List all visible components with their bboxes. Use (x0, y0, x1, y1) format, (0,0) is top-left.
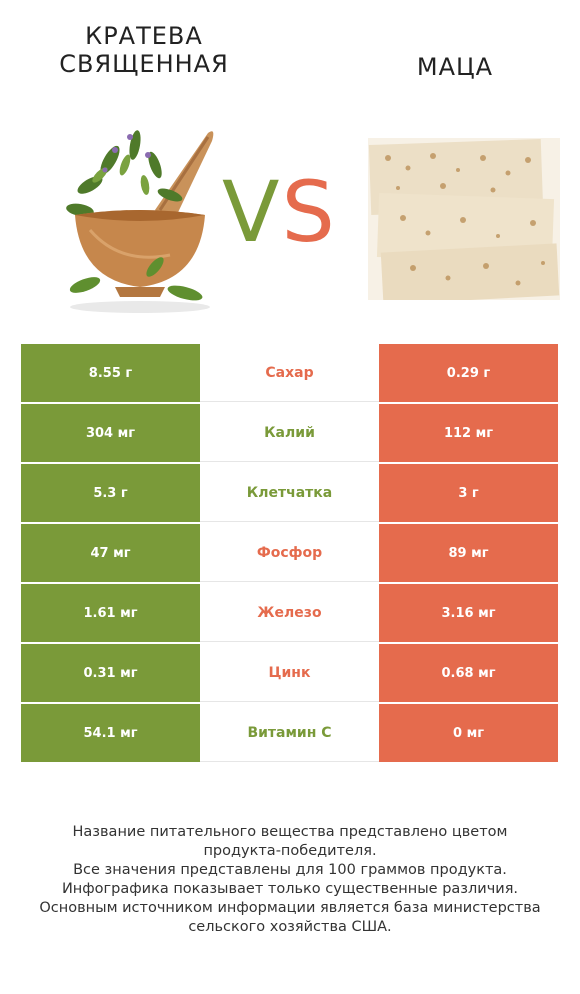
matzah-crackers-image (368, 138, 560, 300)
vs-label: VS (222, 162, 337, 262)
right-product-title: МАЦА (416, 53, 494, 81)
vs-s: S (281, 163, 337, 261)
herbs-mortar-pestle-image (66, 130, 214, 313)
table-row: 1.61 мг Железо 3.16 мг (21, 584, 558, 642)
vs-v: V (222, 163, 282, 261)
nutrient-name: Витамин C (200, 704, 379, 762)
nutrient-name: Фосфор (200, 524, 379, 582)
left-value: 8.55 г (21, 344, 200, 402)
footer-note: Название питательного вещества представл… (20, 823, 560, 937)
left-value: 304 мг (21, 404, 200, 462)
right-value: 0.29 г (379, 344, 558, 402)
footer-line: Основным источником информации является … (39, 900, 541, 916)
table-row: 8.55 г Сахар 0.29 г (21, 344, 558, 402)
table-row: 5.3 г Клетчатка 3 г (21, 464, 558, 522)
right-value: 89 мг (379, 524, 558, 582)
footer-line: сельского хозяйства США. (188, 919, 392, 935)
table-row: 0.31 мг Цинк 0.68 мг (21, 644, 558, 702)
left-value: 0.31 мг (21, 644, 200, 702)
footer-line: Все значения представлены для 100 граммо… (73, 862, 507, 878)
left-product-title: КРАТЕВА СВЯЩЕННАЯ (44, 22, 244, 78)
left-value: 54.1 мг (21, 704, 200, 762)
nutrient-name: Сахар (200, 344, 379, 402)
left-title-line1: КРАТЕВА (85, 22, 203, 50)
nutrient-name: Калий (200, 404, 379, 462)
left-value: 5.3 г (21, 464, 200, 522)
right-value: 3 г (379, 464, 558, 522)
footer-line: Инфографика показывает только существенн… (61, 881, 519, 897)
right-value: 0.68 мг (379, 644, 558, 702)
right-value: 3.16 мг (379, 584, 558, 642)
left-value: 47 мг (21, 524, 200, 582)
table-row: 304 мг Калий 112 мг (21, 404, 558, 462)
left-value: 1.61 мг (21, 584, 200, 642)
footer-line: продукта-победителя. (203, 843, 377, 859)
left-title-line2: СВЯЩЕННАЯ (59, 50, 229, 78)
footer-line: Название питательного вещества представл… (72, 824, 508, 840)
nutrient-name: Железо (200, 584, 379, 642)
right-value: 112 мг (379, 404, 558, 462)
right-value: 0 мг (379, 704, 558, 762)
table-row: 47 мг Фосфор 89 мг (21, 524, 558, 582)
nutrient-name: Цинк (200, 644, 379, 702)
nutrient-name: Клетчатка (200, 464, 379, 522)
